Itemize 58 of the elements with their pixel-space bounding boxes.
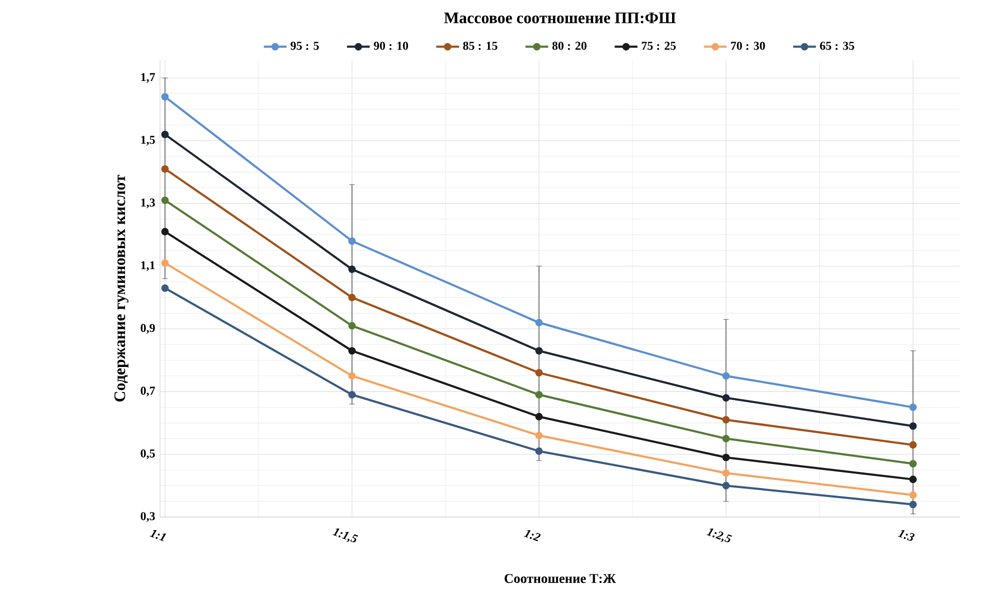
point — [722, 416, 730, 424]
y-tick-label: 1,1 — [141, 261, 155, 272]
point — [909, 422, 917, 430]
y-tick-label: 1,3 — [141, 198, 155, 208]
point — [909, 460, 917, 468]
point — [535, 318, 543, 326]
y-tick-label: 1,7 — [141, 73, 155, 83]
point — [535, 432, 543, 440]
point — [909, 500, 917, 508]
point — [348, 322, 356, 330]
y-tick-label: 0,7 — [140, 386, 155, 396]
y-axis-title: Содержание гуминовых кислот — [114, 174, 128, 402]
legend-label: 65 : 35 — [820, 42, 854, 50]
point — [909, 476, 917, 484]
point — [535, 390, 543, 398]
legend-label: 70 : 30 — [731, 42, 765, 50]
legend-label: 75 : 25 — [642, 42, 676, 50]
point — [161, 284, 169, 292]
point — [161, 196, 169, 204]
point — [348, 266, 356, 274]
legend-label: 90 : 10 — [374, 42, 408, 50]
point — [909, 441, 917, 449]
x-tick-label: 1:3 — [898, 530, 915, 541]
point — [161, 228, 169, 236]
point — [161, 130, 169, 138]
point — [722, 482, 730, 490]
point — [722, 394, 730, 402]
x-axis-title: Соотношение Т:Ж — [504, 574, 616, 584]
x-tick-label: 1:1,5 — [332, 528, 358, 542]
x-tick-label: 1:2,5 — [706, 528, 732, 542]
point — [722, 454, 730, 462]
point — [722, 372, 730, 380]
point — [348, 294, 356, 302]
point — [348, 347, 356, 355]
x-tick-label: 1:2 — [524, 530, 541, 542]
point — [535, 447, 543, 455]
x-tick-label: 1:1 — [150, 530, 166, 542]
y-tick-label: 0,3 — [140, 512, 155, 522]
point — [722, 469, 730, 477]
y-tick-label: 0,9 — [140, 324, 155, 334]
y-tick-label: 1,5 — [141, 136, 155, 146]
point — [535, 347, 543, 355]
legend-title: Массовое соотношение ПП:ФШ — [444, 12, 676, 24]
point — [722, 434, 730, 442]
point — [909, 491, 917, 499]
legend-label: 95 : 5 — [290, 42, 319, 50]
point — [535, 369, 543, 376]
point — [535, 412, 543, 420]
point — [348, 372, 356, 380]
legend-label: 85 : 15 — [463, 42, 498, 50]
point — [909, 404, 917, 411]
point — [161, 259, 169, 267]
point — [348, 390, 356, 398]
point — [161, 165, 169, 173]
legend-label: 80 : 20 — [552, 42, 586, 50]
y-tick-label: 0,5 — [140, 449, 155, 460]
point — [348, 237, 356, 245]
point — [161, 93, 169, 101]
